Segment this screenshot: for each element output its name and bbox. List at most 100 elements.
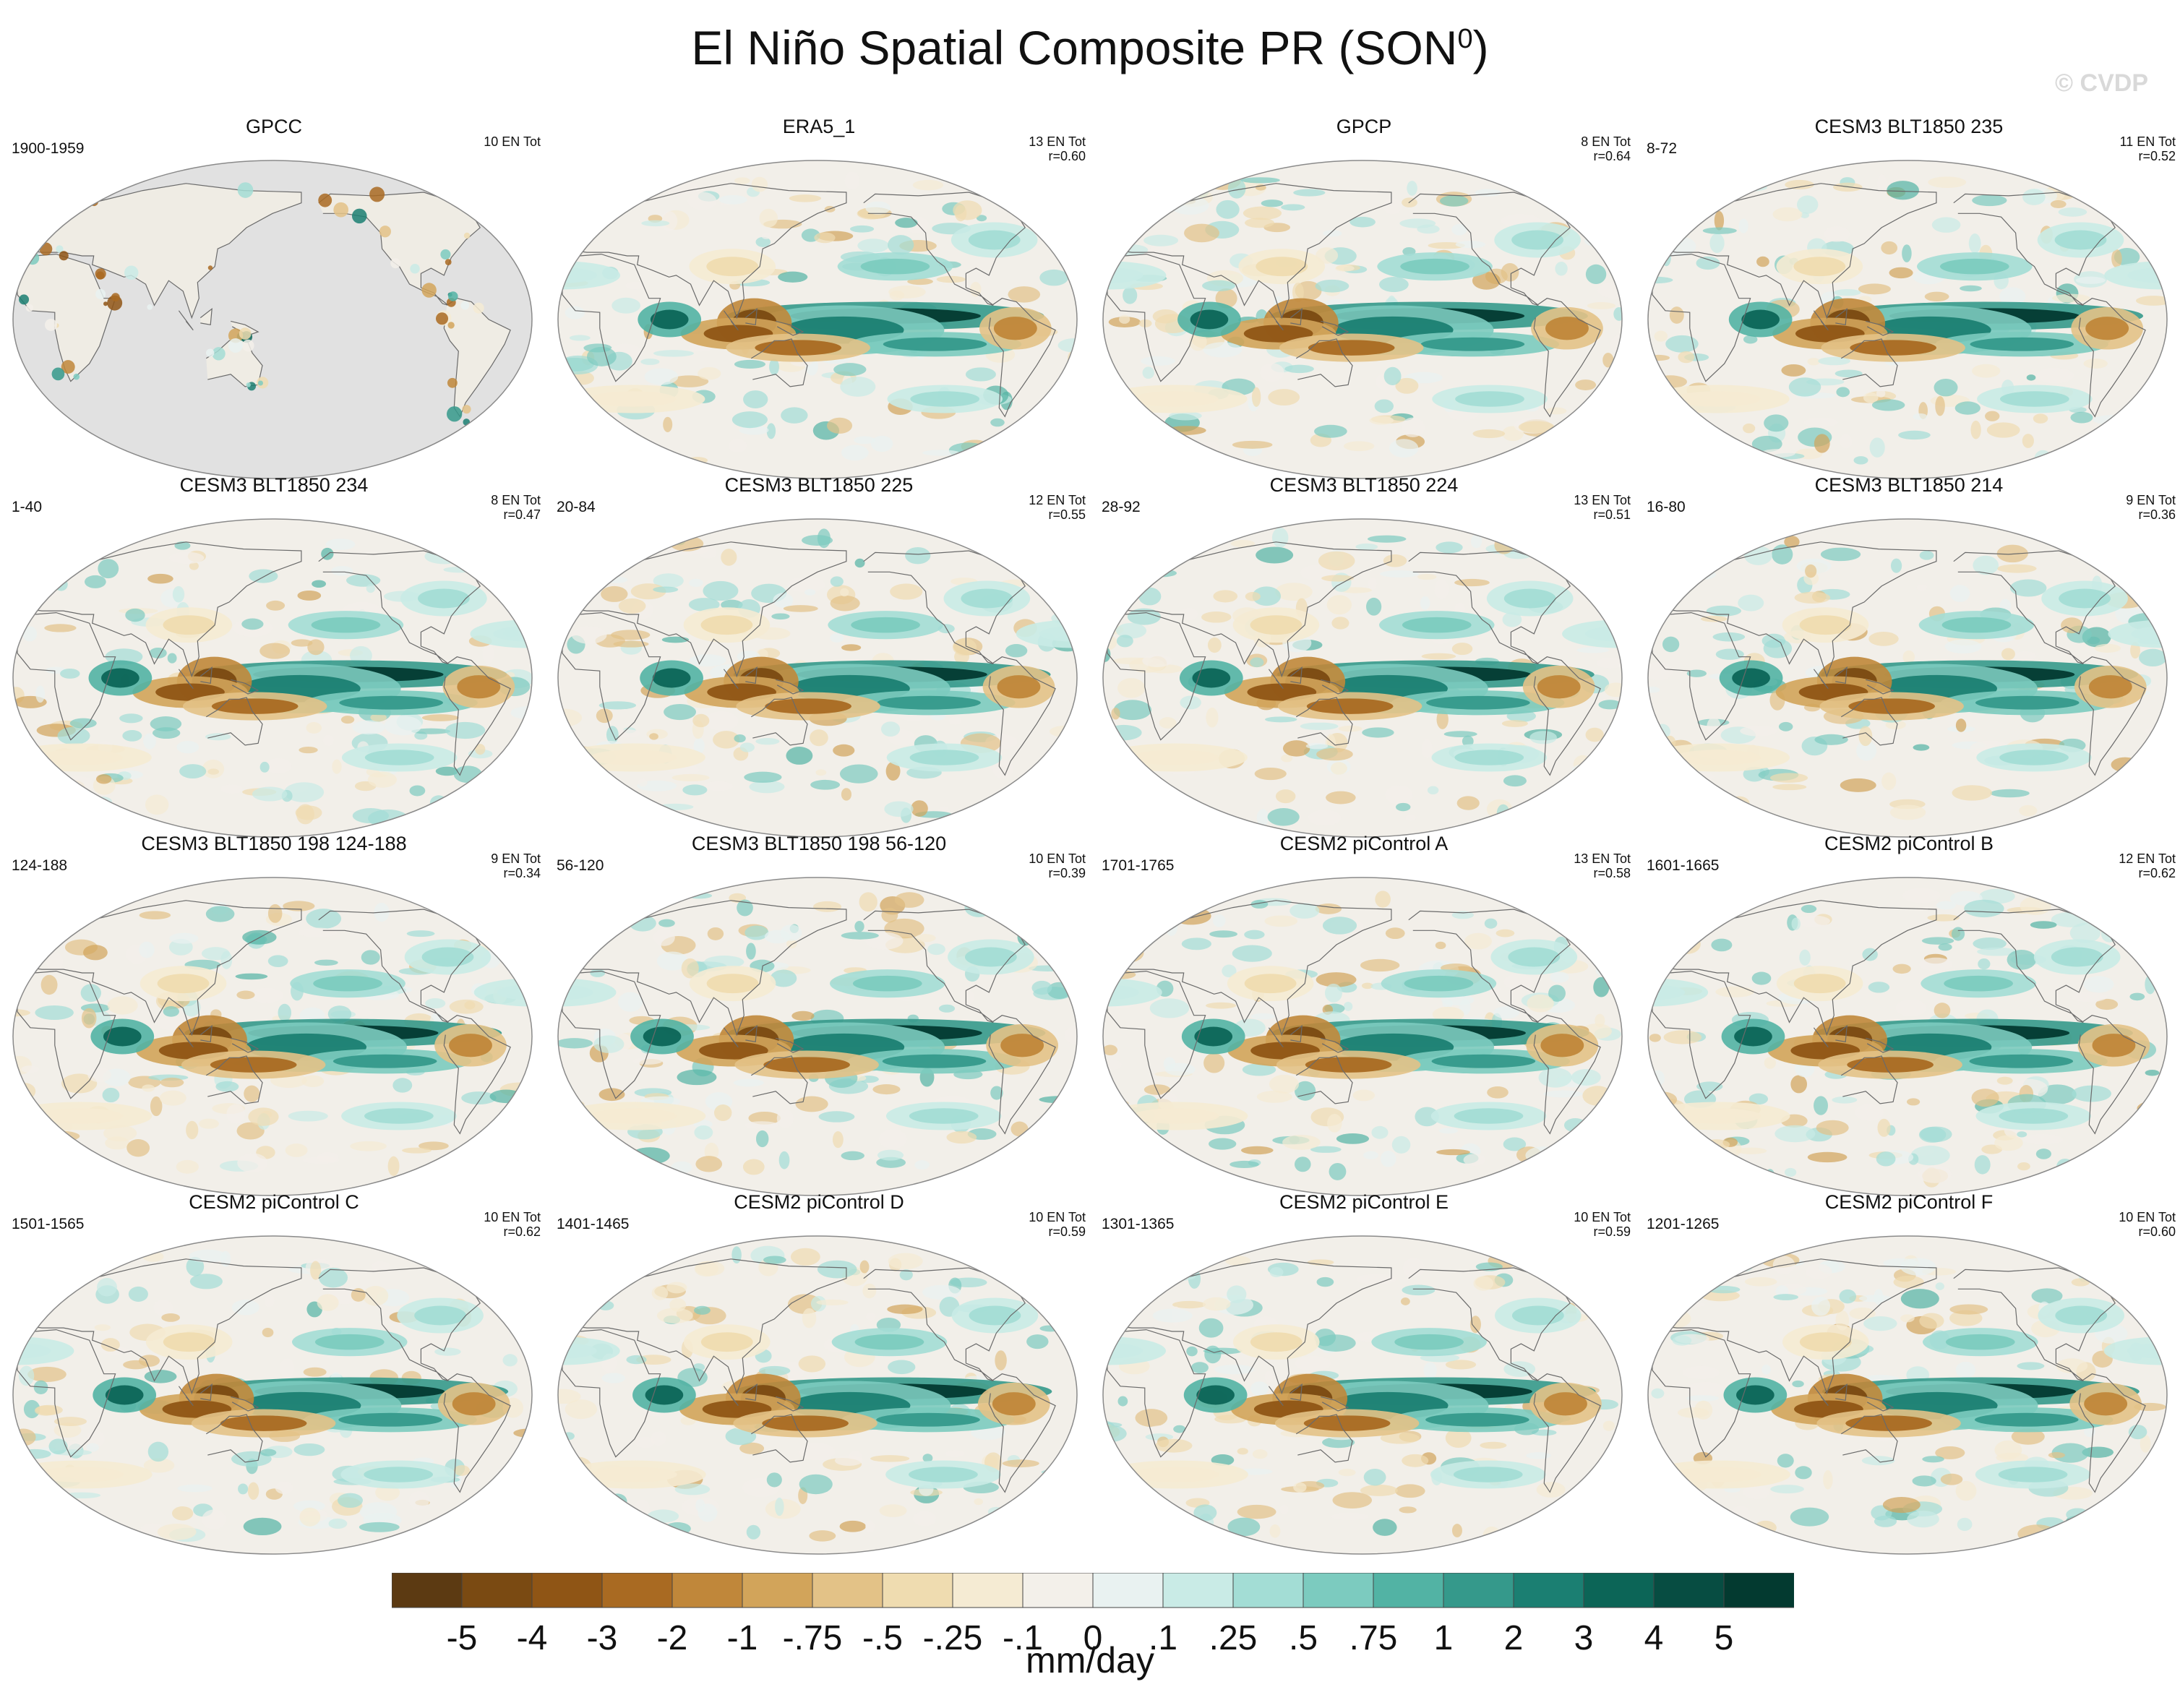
anomaly-speckle <box>1472 272 1501 290</box>
anomaly-speckle <box>351 208 367 224</box>
panel-title: CESM3 BLT1850 214 <box>1814 474 2004 496</box>
coastline <box>750 1055 808 1104</box>
anomaly-speckle <box>453 765 482 784</box>
anomaly-speckle <box>826 417 853 434</box>
anomaly-core <box>1420 337 1525 351</box>
anomaly-speckle <box>997 1151 1032 1160</box>
anomaly-speckle <box>1611 1527 1622 1537</box>
coastline <box>1533 1015 1601 1135</box>
anomaly-speckle <box>1715 986 1754 997</box>
anomaly-speckle <box>1167 799 1198 808</box>
anomaly-speckle <box>589 795 610 810</box>
anomaly-speckle <box>1743 766 1766 782</box>
anomaly-speckle <box>1648 686 1660 693</box>
anomaly-speckle <box>564 1507 604 1519</box>
colorbar-swatch <box>1653 1572 1725 1608</box>
anomaly-speckle <box>739 742 755 752</box>
anomaly-speckle <box>81 1008 97 1029</box>
panel-title: CESM3 BLT1850 198 56-120 <box>691 833 947 854</box>
anomaly-speckle <box>1324 983 1342 1003</box>
map-outline <box>12 1235 533 1555</box>
anomaly-speckle <box>596 708 613 724</box>
anomaly-speckle <box>1801 904 1817 914</box>
anomaly-speckle <box>694 1305 711 1315</box>
anomaly-speckle <box>1527 994 1554 1013</box>
anomaly-speckle <box>306 722 322 734</box>
anomaly-speckle <box>440 249 451 260</box>
anomaly-speckle <box>558 1167 579 1184</box>
anomaly-speckle <box>1103 970 1136 979</box>
anomaly-speckle <box>370 713 387 722</box>
anomaly-speckle <box>1356 1274 1397 1285</box>
anomaly-speckle <box>1198 1318 1224 1338</box>
anomaly-speckle <box>177 1484 213 1493</box>
figure-title-text: El Niño Spatial Composite PR (SON <box>691 21 1458 74</box>
anomaly-speckle <box>2017 1131 2027 1138</box>
anomaly-speckle <box>810 729 828 747</box>
anomaly-speckle <box>1807 358 1820 366</box>
anomaly-speckle <box>1214 1364 1255 1375</box>
anomaly-speckle <box>705 711 739 731</box>
coastline <box>572 900 847 1037</box>
anomaly-speckle <box>241 618 264 630</box>
anomaly-speckle <box>1686 669 1707 677</box>
anomaly-speckle <box>626 1355 647 1365</box>
anomaly-speckle <box>450 1259 469 1276</box>
panel-event-count: 10 EN Tot <box>1574 1210 1631 1224</box>
anomaly-speckle <box>1918 1127 1947 1143</box>
anomaly-speckle <box>262 1328 274 1338</box>
anomaly-speckle <box>2139 1524 2163 1537</box>
anomaly-speckle <box>773 593 794 608</box>
map-panel: CESM2 piControl B 1601-1665 12 EN Tot r=0.6… <box>1636 833 2180 1196</box>
anomaly-speckle <box>1777 1454 1794 1468</box>
anomaly-speckle <box>31 1489 64 1505</box>
anomaly-speckle <box>638 778 648 787</box>
anomaly-speckle <box>1326 791 1356 804</box>
coastline <box>2094 533 2160 572</box>
colorbar-swatch <box>882 1572 953 1608</box>
anomaly-speckle <box>839 1520 867 1532</box>
anomaly-speckle <box>1678 351 1695 364</box>
anomaly-speckle <box>814 232 836 244</box>
colorbar-tick-label: 0 <box>1083 1619 1103 1657</box>
anomaly-speckle <box>2118 925 2149 945</box>
coastline <box>1107 970 1206 1099</box>
anomaly-speckle <box>284 782 325 802</box>
anomaly-core <box>364 1108 434 1124</box>
coastline <box>572 1258 847 1395</box>
coastline <box>1533 1373 1601 1493</box>
anomaly-speckle <box>1129 1151 1153 1169</box>
anomaly-speckle <box>2058 207 2087 217</box>
coastline <box>1107 611 1206 741</box>
anomaly-speckle <box>1417 574 1437 580</box>
anomaly-speckle <box>830 576 844 587</box>
anomaly-speckle <box>303 1367 327 1377</box>
anomaly-speckle <box>870 435 893 452</box>
panel-stats: 11 EN Tot r=0.52 <box>2120 134 2176 163</box>
anomaly-speckle <box>56 245 64 253</box>
anomaly-speckle <box>778 271 808 283</box>
anomaly-speckle <box>2138 549 2155 560</box>
anomaly-speckle <box>1503 775 1527 787</box>
anomaly-speckle <box>1148 886 1185 904</box>
anomaly-speckle <box>731 411 768 429</box>
anomaly-speckle <box>1024 566 1040 584</box>
map-panel: CESM3 BLT1850 224 28-92 13 EN Tot r=0.51 <box>1091 474 1636 838</box>
anomaly-speckle <box>1662 636 1680 653</box>
anomaly-speckle <box>974 1498 983 1506</box>
anomaly-speckle <box>658 919 675 927</box>
anomaly-speckle <box>1436 1149 1471 1156</box>
panel-period: 20-84 <box>557 499 596 515</box>
map-outline <box>1647 877 2168 1196</box>
anomaly-speckle <box>2107 184 2139 197</box>
anomaly-speckle <box>558 440 566 457</box>
anomaly-speckle <box>704 956 744 969</box>
anomaly-speckle <box>461 1091 497 1105</box>
anomaly-speckle <box>1955 718 1967 732</box>
coastline <box>988 1015 1056 1135</box>
anomaly-speckle <box>18 1365 35 1386</box>
anomaly-speckle <box>163 1006 179 1017</box>
anomaly-speckle <box>661 211 678 231</box>
anomaly-speckle <box>1125 1277 1162 1295</box>
anomaly-speckle <box>1070 1522 1077 1539</box>
